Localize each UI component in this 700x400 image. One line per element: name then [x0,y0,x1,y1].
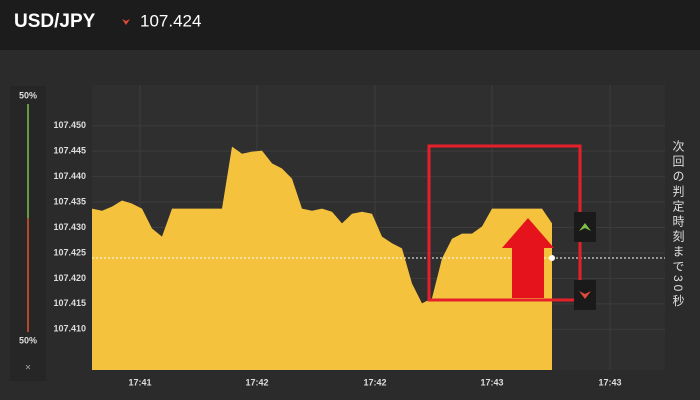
x-tick-label: 17:43 [598,377,621,387]
y-tick-label: 107.425 [53,247,86,257]
x-tick-label: 17:42 [363,377,386,387]
close-button[interactable]: × [25,363,31,374]
x-tick-label: 17:43 [480,377,503,387]
price: 107.424 [140,11,201,30]
y-tick-label: 107.445 [53,146,86,156]
header-bar [0,0,700,50]
current-price-dot [549,255,555,262]
y-tick-label: 107.420 [53,273,86,283]
y-tick-label: 107.450 [53,120,86,130]
y-tick-label: 107.415 [53,298,86,308]
put-icon [579,291,591,299]
symbol: USD/JPY [14,11,96,32]
x-tick-label: 17:41 [128,377,151,387]
up-arrow [502,218,554,298]
countdown: 次回の判定時刻まで30秒 [671,140,685,310]
top-percent: 50% [19,90,37,100]
x-tick-label: 17:42 [245,377,268,387]
bottom-percent: 50% [19,335,37,345]
down-icon [122,19,130,25]
plot: 107.410 107.415 107.420 107.425 107.430 107.4… [53,85,665,387]
y-tick-label: 107.430 [53,222,86,232]
y-tick-label: 107.410 [53,324,86,334]
call-icon [579,223,591,231]
y-tick-label: 107.440 [53,171,86,181]
y-tick-label: 107.435 [53,196,86,206]
